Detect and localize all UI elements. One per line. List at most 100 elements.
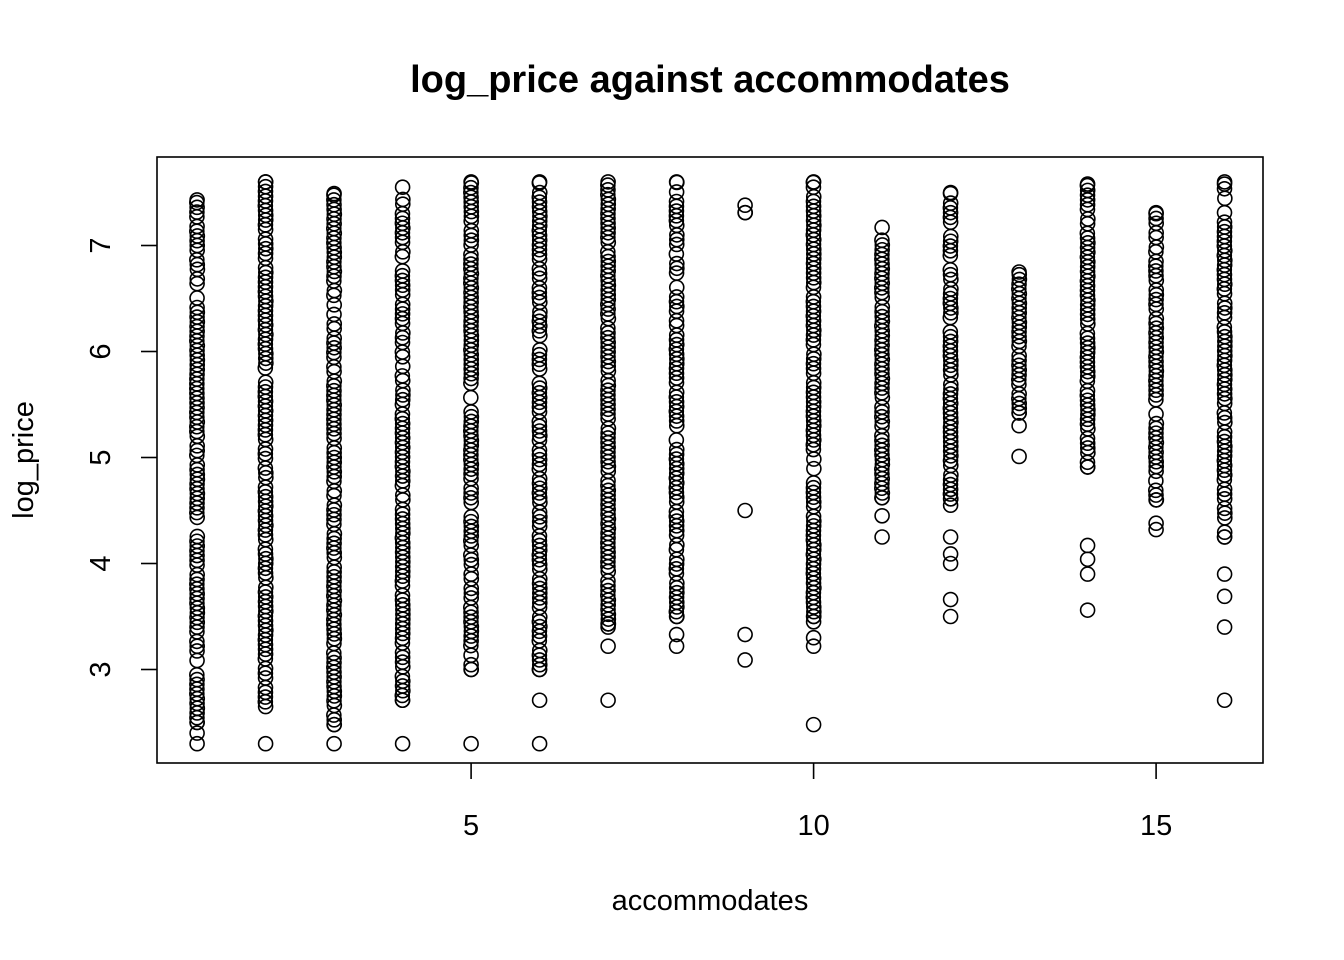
- data-point: [1079, 440, 1096, 456]
- data-point: [1216, 566, 1233, 582]
- data-point: [737, 626, 753, 643]
- data-point: [1217, 328, 1233, 345]
- data-point: [189, 228, 206, 244]
- data-point: [326, 568, 342, 585]
- data-point: [189, 714, 205, 731]
- data-point: [668, 174, 685, 190]
- data-point: [189, 576, 205, 592]
- data-point: [1079, 566, 1096, 582]
- y-tick-label: 5: [85, 449, 117, 465]
- data-point: [1079, 392, 1096, 409]
- data-point: [531, 513, 548, 530]
- data-point: [805, 716, 822, 733]
- data-point: [394, 415, 411, 432]
- data-point: [463, 590, 480, 606]
- data-point: [1079, 551, 1096, 568]
- data-point: [805, 518, 822, 534]
- data-point: [1216, 692, 1233, 709]
- data-point: [395, 191, 411, 208]
- data-point: [531, 537, 548, 554]
- data-point: [1148, 415, 1165, 432]
- data-point: [463, 256, 479, 272]
- data-point: [326, 382, 342, 399]
- data-point: [394, 511, 411, 527]
- data-point: [874, 529, 890, 545]
- data-point: [257, 689, 274, 705]
- data-point: [257, 589, 274, 605]
- data-point: [942, 328, 959, 345]
- x-axis: 5 10 15: [463, 763, 1172, 842]
- data-point: [1079, 176, 1096, 192]
- data-point: [668, 394, 685, 410]
- data-point: [942, 266, 959, 283]
- data-point: [1216, 305, 1233, 321]
- y-tick-label: 3: [85, 661, 117, 677]
- data-point: [531, 289, 548, 306]
- data-point: [1148, 263, 1164, 279]
- data-point: [1148, 320, 1165, 336]
- data-point: [874, 489, 890, 506]
- data-point: [189, 643, 205, 659]
- data-point: [600, 382, 616, 398]
- data-point: [394, 597, 411, 613]
- data-point: [531, 194, 548, 210]
- data-point: [737, 197, 753, 214]
- data-point: [531, 380, 548, 396]
- data-point: [1216, 180, 1233, 197]
- data-point: [1148, 515, 1164, 532]
- data-point: [942, 238, 959, 254]
- data-point: [258, 469, 274, 486]
- y-tick-label: 7: [85, 237, 117, 253]
- data-point: [189, 261, 206, 278]
- data-point: [326, 316, 343, 332]
- data-point: [531, 346, 548, 363]
- data-point: [257, 698, 274, 715]
- data-point: [1011, 405, 1027, 421]
- data-point: [668, 193, 685, 210]
- data-point: [463, 184, 479, 201]
- data-point: [257, 488, 274, 505]
- data-point: [805, 355, 822, 372]
- data-point: [394, 272, 411, 289]
- data-point: [1216, 510, 1233, 526]
- data-point: [600, 638, 616, 654]
- data-point: [463, 413, 480, 430]
- data-point: [189, 199, 205, 216]
- data-point: [668, 626, 685, 643]
- data-point: [942, 608, 959, 625]
- data-point: [189, 299, 205, 316]
- data-point: [874, 232, 890, 248]
- data-point: [737, 502, 753, 519]
- data-point: [1216, 214, 1233, 230]
- data-point: [1148, 482, 1164, 499]
- data-point: [668, 184, 685, 200]
- data-point: [463, 179, 479, 196]
- data-point: [257, 379, 274, 395]
- data-point: [326, 192, 342, 208]
- data-point: [805, 174, 822, 190]
- data-point: [805, 613, 822, 630]
- data-point: [600, 430, 616, 446]
- x-axis-label: accommodates: [612, 885, 809, 917]
- data-point: [1216, 204, 1233, 221]
- data-point: [600, 329, 616, 346]
- data-point: [189, 447, 205, 464]
- data-point: [189, 466, 206, 483]
- data-point: [669, 584, 685, 601]
- data-point: [257, 670, 274, 686]
- data-point: [942, 546, 959, 562]
- data-point: [942, 333, 959, 350]
- data-point: [257, 383, 274, 400]
- data-point: [258, 550, 274, 567]
- data-point: [1148, 291, 1164, 308]
- data-point: [1079, 602, 1096, 618]
- data-point: [531, 480, 548, 497]
- data-point: [326, 654, 342, 671]
- data-point: [1148, 492, 1164, 508]
- data-point: [189, 725, 205, 741]
- data-point: [531, 661, 548, 678]
- data-point: [1148, 204, 1164, 221]
- data-point: [531, 735, 548, 752]
- data-point: [1148, 215, 1165, 232]
